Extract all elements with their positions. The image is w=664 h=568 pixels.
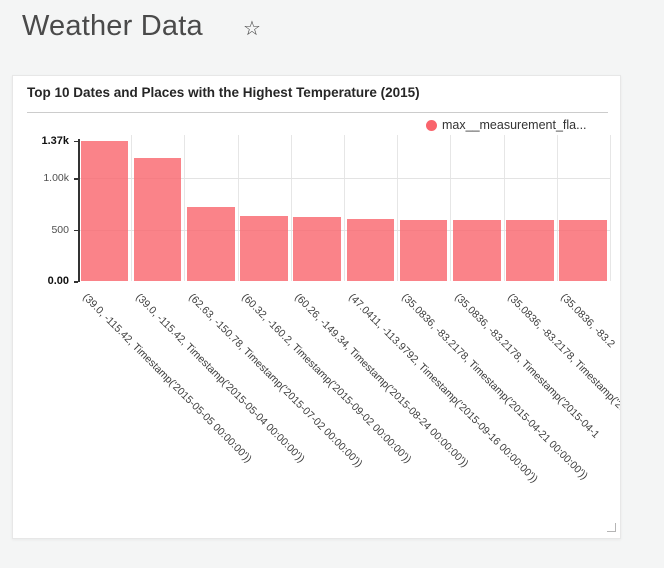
gridline-vertical (610, 135, 611, 281)
gridline-vertical (503, 135, 505, 281)
bar[interactable] (80, 140, 129, 281)
y-axis-tick (74, 178, 78, 180)
bar[interactable] (240, 215, 288, 281)
bar[interactable] (452, 219, 501, 281)
y-axis-label: 1.00k (43, 172, 69, 185)
x-axis-label: (47.0411, -113.9792, Timestamp('2015-09-… (345, 291, 540, 486)
y-axis-label: 1.37k (41, 134, 69, 147)
y-axis-tick (74, 229, 78, 232)
y-axis-tick (74, 140, 78, 142)
bar[interactable] (293, 216, 341, 281)
gridline-vertical (344, 135, 345, 281)
bar[interactable] (399, 219, 448, 281)
title-divider (27, 112, 608, 113)
y-axis-label: 500 (51, 223, 69, 236)
bar[interactable] (506, 219, 554, 281)
chart-card: 1.37k 1.00k 500 0.00 (39.0, -115.42, Timesta… (12, 75, 621, 539)
y-axis-tick (74, 281, 78, 283)
gridline-vertical (237, 135, 239, 281)
x-axis-label: (35.0836, -83.2178, Timestamp('2015-04-2… (399, 291, 590, 483)
favorite-star-icon[interactable]: ☆ (243, 18, 261, 40)
y-axis-line (78, 138, 80, 282)
bar-chart: 1.37k 1.00k 500 0.00 (39.0, -115.42, Timesta… (13, 76, 620, 538)
legend-color-dot-icon (426, 119, 437, 131)
legend-label: max__measurement_fla... (442, 118, 587, 132)
gridline-vertical (397, 135, 399, 281)
gridline-vertical (184, 135, 186, 281)
gridline-vertical (556, 135, 558, 281)
resize-handle-icon[interactable] (607, 523, 616, 532)
legend-item[interactable]: max__measurement_fla... (426, 118, 587, 132)
page-title: Weather Data (22, 10, 203, 42)
bar[interactable] (133, 157, 182, 281)
gridline-horizontal (78, 178, 610, 180)
chart-title: Top 10 Dates and Places with the Highest… (27, 85, 420, 100)
bar[interactable] (559, 219, 607, 281)
gridline-vertical (290, 135, 292, 281)
bar[interactable] (346, 219, 395, 281)
gridline-vertical (450, 135, 452, 281)
x-axis-label: (35.0836, -83.2 (558, 291, 618, 351)
bar[interactable] (186, 206, 235, 281)
y-axis-label: 0.00 (47, 275, 69, 287)
gridline-vertical (131, 135, 133, 281)
gridline-horizontal (78, 229, 610, 231)
